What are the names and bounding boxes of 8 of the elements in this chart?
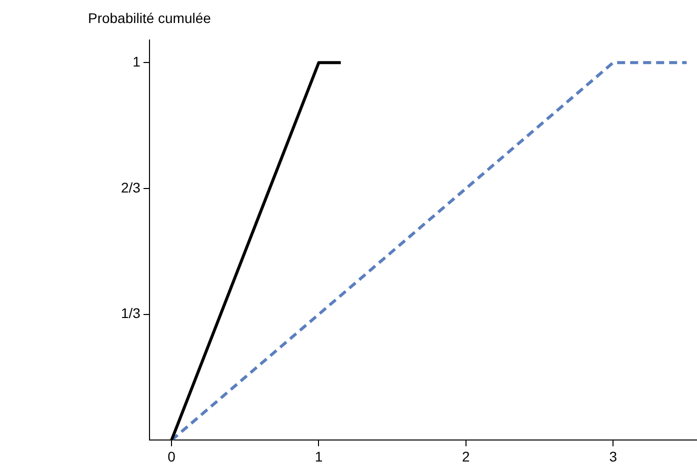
- y-axis-title: Probabilité cumulée: [88, 10, 212, 26]
- x-tick-label: 0: [168, 448, 176, 464]
- y-tick-label: 2/3: [120, 179, 141, 196]
- y-tick-label: 1/3: [120, 305, 141, 322]
- x-tick-label: 3: [609, 448, 618, 464]
- x-tick-label: 2: [462, 448, 470, 464]
- y-tick-label: 1: [132, 54, 141, 70]
- x-tick-label: 1: [314, 448, 323, 464]
